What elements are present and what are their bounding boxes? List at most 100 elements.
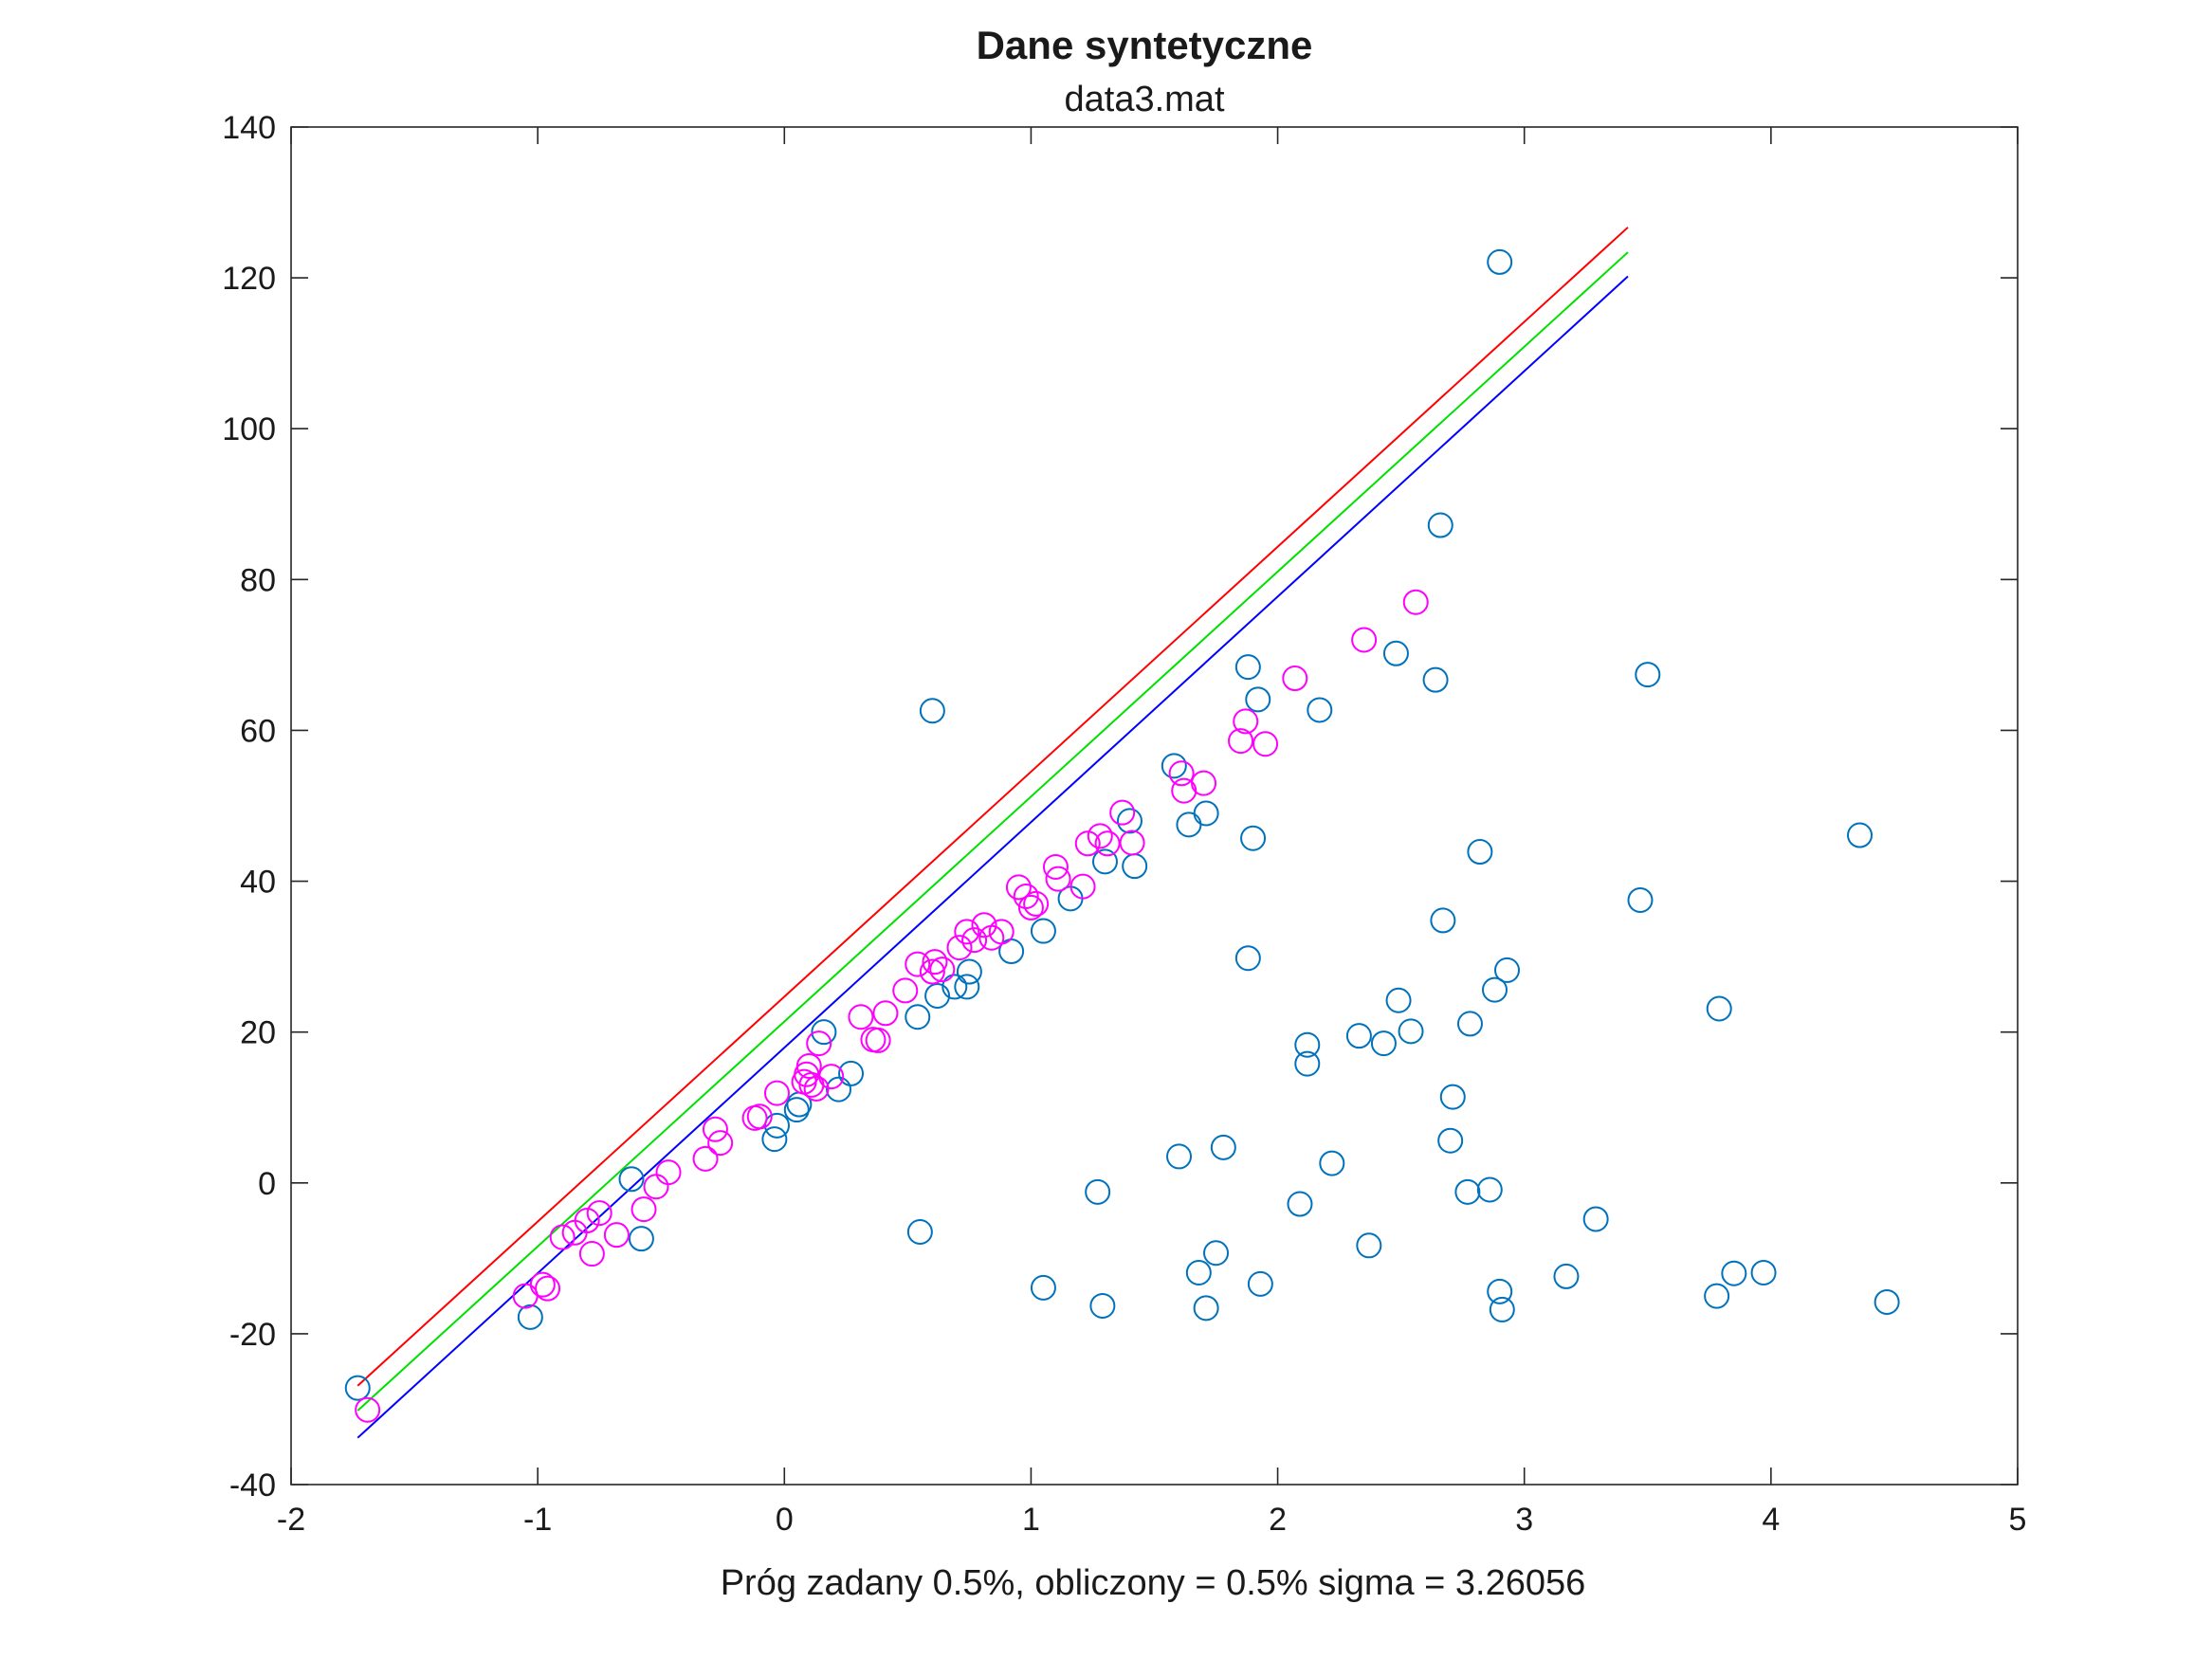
data-point xyxy=(1042,853,1069,880)
data-point xyxy=(1704,1283,1730,1309)
data-point xyxy=(355,1396,381,1423)
data-point xyxy=(746,1103,773,1130)
data-point xyxy=(946,935,973,961)
y-tick-label: 80 xyxy=(240,562,276,598)
axis-ticks: -2 -1 0 1 2 3 4 5 -40 -20 0 20 40 60 80 100 120 140 xyxy=(222,110,2026,1538)
data-point xyxy=(1247,1270,1273,1297)
data-point xyxy=(1089,1292,1116,1319)
data-point xyxy=(1294,1050,1321,1077)
data-point xyxy=(1074,830,1101,857)
data-point xyxy=(628,1226,654,1252)
data-point xyxy=(929,957,956,983)
data-point xyxy=(707,1130,734,1157)
data-point xyxy=(954,974,980,1000)
data-point xyxy=(1023,890,1050,917)
fit-lines xyxy=(356,227,1629,1439)
data-point xyxy=(1017,894,1044,921)
data-points xyxy=(344,248,1900,1423)
y-tick-label: 100 xyxy=(222,411,276,447)
data-point xyxy=(578,1241,605,1267)
chart-title: Dane syntetyczne xyxy=(977,23,1313,67)
data-point xyxy=(1091,848,1118,875)
data-point xyxy=(1005,874,1032,901)
data-point xyxy=(1487,1278,1513,1304)
data-point xyxy=(1489,1296,1515,1322)
data-point xyxy=(655,1159,682,1186)
data-point xyxy=(1116,808,1143,834)
data-point xyxy=(512,1283,539,1309)
data-point xyxy=(1252,731,1279,757)
y-tick-label: -20 xyxy=(229,1317,276,1353)
data-point xyxy=(905,1004,931,1030)
data-point xyxy=(811,1019,837,1046)
data-point xyxy=(1398,1018,1424,1045)
data-point xyxy=(1087,823,1113,849)
y-tick-label: -40 xyxy=(229,1468,276,1504)
data-point xyxy=(1228,728,1254,755)
data-point xyxy=(1582,1206,1609,1232)
data-point xyxy=(1454,1178,1481,1205)
x-tick-label: -2 xyxy=(277,1502,305,1538)
data-point xyxy=(1119,830,1145,856)
data-point xyxy=(1109,799,1136,826)
data-point xyxy=(1094,830,1121,857)
data-point xyxy=(692,1145,719,1172)
data-point xyxy=(1294,1031,1321,1058)
data-point xyxy=(574,1208,600,1234)
data-point xyxy=(344,1375,371,1401)
data-point xyxy=(924,982,951,1009)
y-tick-label: 20 xyxy=(240,1015,276,1051)
data-point xyxy=(1351,627,1378,653)
data-point xyxy=(1467,839,1493,866)
data-point xyxy=(1382,640,1409,666)
data-point xyxy=(860,1027,887,1053)
data-point xyxy=(1234,945,1261,972)
data-point xyxy=(806,1030,832,1057)
data-point xyxy=(517,1304,543,1330)
data-point xyxy=(1847,822,1874,848)
data-point xyxy=(535,1275,561,1302)
data-point xyxy=(1122,853,1148,880)
data-point xyxy=(1176,811,1202,838)
y-tick-label: 60 xyxy=(240,713,276,749)
data-point xyxy=(988,919,1015,945)
data-point xyxy=(549,1224,576,1250)
data-point xyxy=(643,1174,669,1200)
data-point xyxy=(1069,873,1096,900)
x-tick-label: 2 xyxy=(1269,1502,1287,1538)
data-point xyxy=(702,1116,728,1142)
data-point xyxy=(1476,1176,1503,1203)
data-point xyxy=(1456,1011,1483,1037)
data-point xyxy=(795,1052,822,1079)
x-tick-label: 1 xyxy=(1022,1502,1040,1538)
data-point xyxy=(906,1218,933,1245)
data-point xyxy=(1635,662,1661,688)
data-point xyxy=(1437,1127,1464,1154)
data-point xyxy=(1185,1259,1212,1285)
data-point xyxy=(1282,665,1308,692)
data-point xyxy=(1013,883,1039,909)
plot-area-frame xyxy=(290,126,2019,1486)
data-point xyxy=(892,977,919,1004)
data-point xyxy=(1439,1084,1466,1110)
chart-subtitle: data3.mat xyxy=(1065,80,1225,119)
data-point xyxy=(1427,512,1453,538)
data-point xyxy=(783,1097,810,1123)
data-point xyxy=(1319,1150,1345,1176)
fit-line xyxy=(356,227,1629,1387)
data-point xyxy=(1287,1191,1313,1217)
data-point xyxy=(763,1080,790,1106)
data-point xyxy=(872,1000,899,1027)
data-point xyxy=(826,1076,852,1103)
data-point xyxy=(1627,886,1654,913)
data-point xyxy=(1210,1134,1236,1160)
data-point xyxy=(919,698,945,724)
data-point xyxy=(1193,1295,1219,1322)
fit-line xyxy=(356,275,1629,1439)
x-tick-label: 5 xyxy=(2009,1502,2027,1538)
data-point xyxy=(1345,1023,1372,1049)
data-point xyxy=(941,974,968,1000)
data-point xyxy=(956,958,982,985)
data-point xyxy=(971,912,997,939)
x-axis-label: Próg zadany 0.5%, obliczony = 0.5% sigma… xyxy=(721,1563,1586,1603)
